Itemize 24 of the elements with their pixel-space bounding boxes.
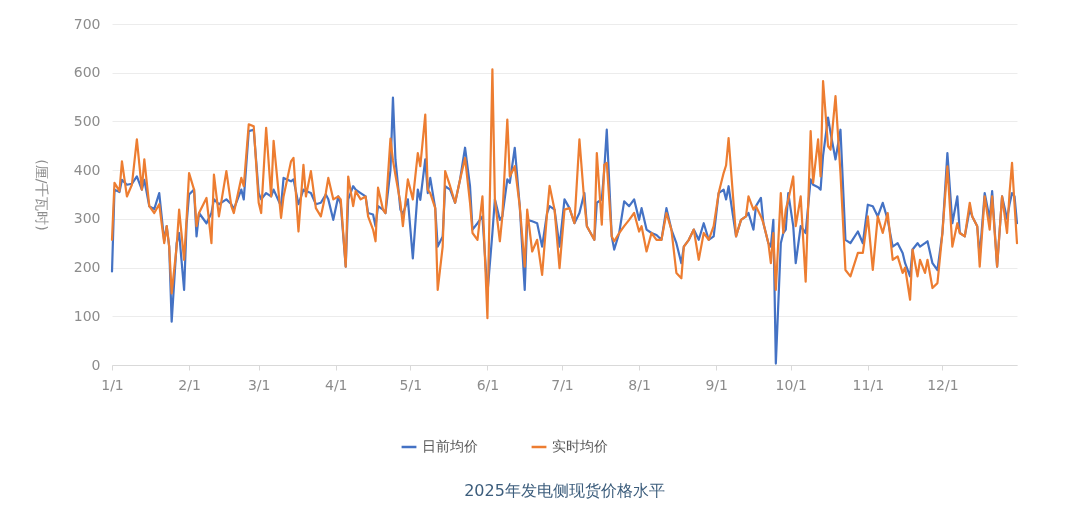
y-tick-label: 400	[73, 161, 101, 178]
x-tick-label: 6/1	[476, 376, 500, 393]
x-tick-label: 4/1	[325, 376, 348, 393]
y-tick-label: 500	[73, 112, 101, 129]
x-tick-label: 8/1	[628, 376, 651, 393]
x-tick-label: 7/1	[551, 376, 574, 393]
x-tick-label: 9/1	[705, 376, 728, 393]
x-tick-label: 5/1	[399, 376, 423, 393]
x-tick-label: 10/1	[775, 376, 807, 393]
x-tick-label: 3/1	[247, 376, 271, 393]
y-tick-label: 100	[73, 307, 101, 324]
y-tick-label: 700	[73, 15, 101, 32]
x-tick-label: 12/1	[927, 376, 959, 393]
legend-label: 日前均价	[422, 438, 478, 454]
x-tick-label: 11/1	[852, 376, 885, 393]
x-tick-label: 1/1	[101, 376, 124, 393]
y-tick-label: 200	[73, 259, 101, 276]
text: 2025年发电侧现货价格水平	[464, 481, 665, 500]
y-tick-label: 0	[91, 356, 101, 373]
y-axis-title: (厘/千瓦时)	[33, 159, 50, 231]
legend-label: 实时均价	[552, 438, 608, 454]
y-tick-label: 300	[73, 210, 101, 227]
x-tick-label: 2/1	[178, 376, 201, 393]
y-tick-label: 600	[73, 64, 101, 81]
